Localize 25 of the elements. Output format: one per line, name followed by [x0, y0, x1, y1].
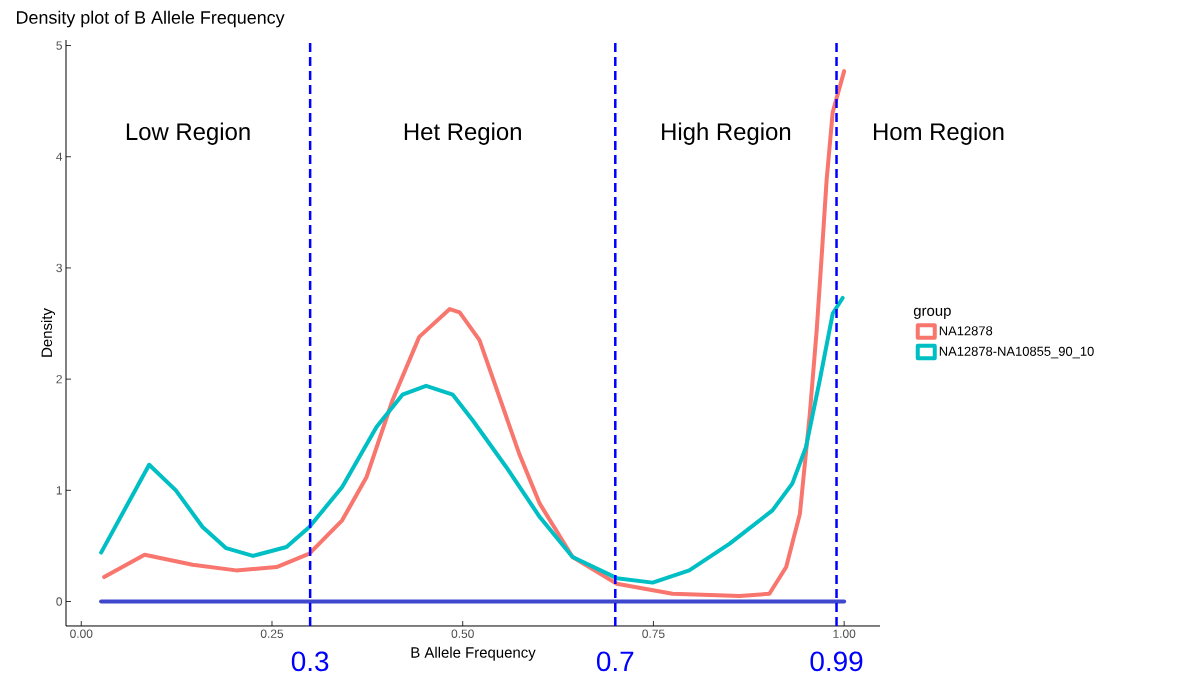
annotation: Low Region [126, 122, 250, 145]
chart-title: Density plot of B Allele Frequency [17, 10, 285, 28]
ref-line-label: 0.99 [810, 651, 863, 672]
legend-title: group [913, 307, 951, 319]
line-series [99, 295, 845, 585]
annotation: High Region [662, 122, 791, 145]
x-tick-label: 1.00 [833, 629, 856, 638]
legend-label: NA12878-NA10855_90_10 [939, 346, 1094, 359]
y-tick-label: 4 [56, 152, 63, 161]
x-axis-title: B Allele Frequency [411, 646, 536, 661]
annotation: Hom Region [874, 122, 1004, 145]
legend-label: NA12878 [939, 326, 993, 336]
ref-line-label: 0.3 [291, 651, 329, 672]
x-tick-label: 0.75 [642, 629, 665, 638]
y-tick-label: 5 [56, 41, 62, 50]
y-tick-label: 3 [56, 263, 62, 273]
y-tick-label: 0 [56, 597, 63, 606]
ref-line-label: 0.7 [596, 651, 634, 672]
x-tick-label: 0.50 [451, 629, 474, 638]
annotation: Het Region [404, 122, 521, 145]
y-tick-label: 1 [56, 486, 62, 495]
x-tick-label: 0.25 [260, 629, 284, 638]
y-tick-label: 2 [56, 374, 62, 384]
y-axis-title: Density [41, 308, 55, 357]
x-tick-label: 0.00 [70, 629, 93, 638]
